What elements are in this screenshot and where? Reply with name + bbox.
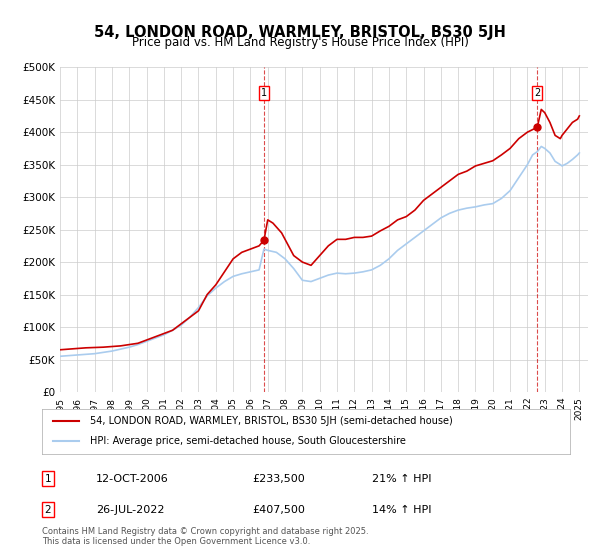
Text: 1: 1 [261,88,267,98]
Text: Price paid vs. HM Land Registry's House Price Index (HPI): Price paid vs. HM Land Registry's House … [131,36,469,49]
Text: 26-JUL-2022: 26-JUL-2022 [96,505,164,515]
Text: 12-OCT-2006: 12-OCT-2006 [96,474,169,484]
Text: 1: 1 [44,474,52,484]
Text: HPI: Average price, semi-detached house, South Gloucestershire: HPI: Average price, semi-detached house,… [89,436,406,446]
Text: Contains HM Land Registry data © Crown copyright and database right 2025.
This d: Contains HM Land Registry data © Crown c… [42,526,368,546]
Text: 54, LONDON ROAD, WARMLEY, BRISTOL, BS30 5JH (semi-detached house): 54, LONDON ROAD, WARMLEY, BRISTOL, BS30 … [89,416,452,426]
Text: 2: 2 [44,505,52,515]
Text: 21% ↑ HPI: 21% ↑ HPI [372,474,431,484]
Text: 54, LONDON ROAD, WARMLEY, BRISTOL, BS30 5JH: 54, LONDON ROAD, WARMLEY, BRISTOL, BS30 … [94,25,506,40]
Text: £407,500: £407,500 [252,505,305,515]
Text: 2: 2 [534,88,541,98]
Text: £233,500: £233,500 [252,474,305,484]
Text: 14% ↑ HPI: 14% ↑ HPI [372,505,431,515]
